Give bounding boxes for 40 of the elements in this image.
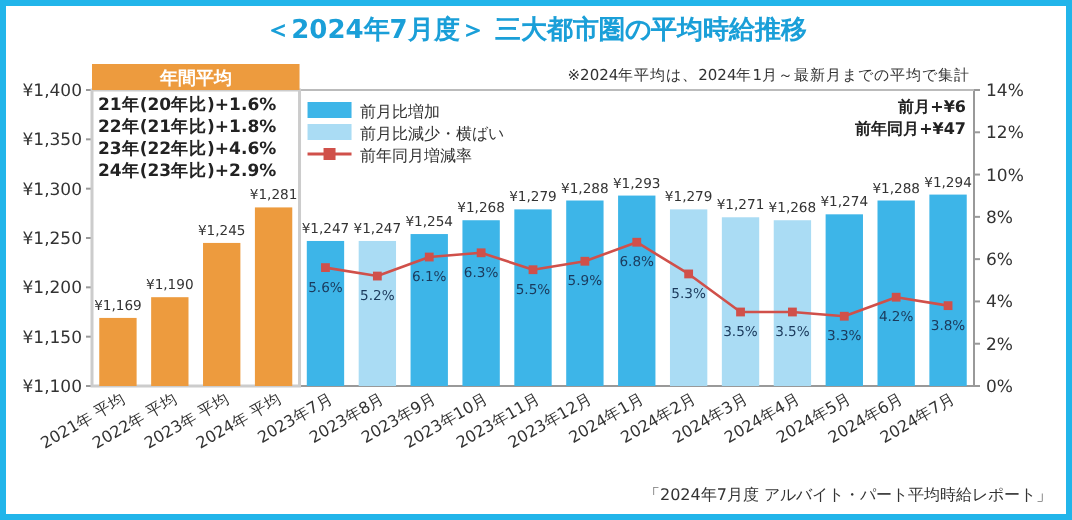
y2-tick-label: 14%: [986, 82, 1024, 102]
point: [372, 271, 382, 281]
point: [528, 265, 538, 275]
point: [476, 248, 486, 258]
y-tick-label: ¥1,300: [22, 180, 82, 201]
legend-label: 前月比減少・横ばい: [359, 125, 504, 143]
y-tick-label: ¥1,250: [22, 230, 82, 250]
point: [632, 237, 642, 247]
annotation: 22年(21年比)+1.8%: [98, 116, 278, 138]
y-tick-label: ¥1,200: [22, 279, 82, 300]
y2-tick-label: 4%: [986, 293, 1013, 314]
text: 「2024年7月度 アルバイト・パート平均時給レポート」: [644, 486, 1052, 504]
legend-label: 前月比増加: [359, 103, 440, 121]
y2-tick-label: 6%: [986, 251, 1013, 272]
point: [424, 252, 434, 262]
legend-label: 前年同月増減率: [359, 147, 472, 165]
y-tick-label: ¥1,100: [22, 378, 82, 398]
point: [943, 301, 953, 311]
y-tick-label: ¥1,150: [22, 328, 82, 349]
annotation: 前年同月+¥47: [853, 120, 966, 138]
annotation: 21年(20年比)+1.6%: [98, 94, 278, 116]
y2-tick-label: 8%: [986, 208, 1013, 229]
y2-tick-label: 10%: [986, 166, 1024, 187]
y2-tick-label: 0%: [986, 378, 1013, 398]
point: [580, 256, 590, 266]
point: [321, 263, 330, 272]
annotation: 24年(23年比)+2.9%: [98, 160, 278, 182]
annotation: 23年(22年比)+4.6%: [98, 138, 278, 160]
y-tick-label: ¥1,400: [22, 82, 82, 102]
y-tick-label: ¥1,350: [22, 131, 82, 152]
chart-title: ＜2024年7月度＞ 三大都市圏の平均時給推移: [265, 14, 807, 46]
point: [839, 311, 849, 321]
point: [788, 307, 797, 317]
annotation: 年間平均: [157, 68, 232, 90]
annotation: 前月+¥6: [896, 98, 967, 116]
point: [736, 307, 745, 317]
y2-tick-label: 12%: [986, 124, 1024, 145]
point: [684, 269, 694, 279]
point: [891, 292, 901, 302]
y2-tick-label: 2%: [986, 335, 1013, 356]
